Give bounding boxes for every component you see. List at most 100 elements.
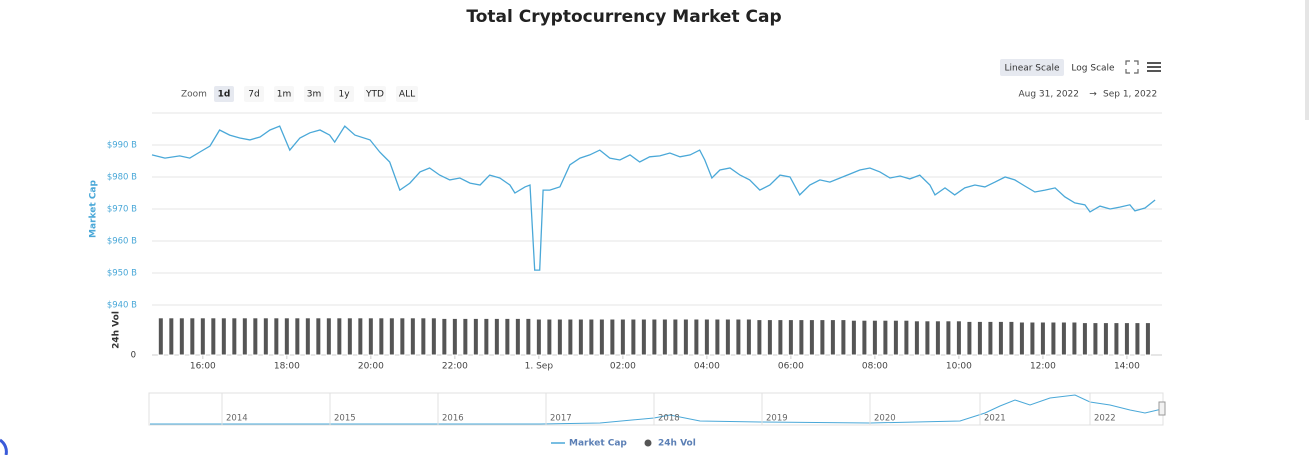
x-tick-label: 20:00 — [358, 362, 384, 372]
volume-bar — [819, 319, 826, 356]
volume-bar — [409, 317, 416, 356]
volume-bar — [325, 317, 332, 356]
toolbar: Zoom 1d 7d 1m 3m 1y YTD ALL Linear Scale Log Scal… — [181, 59, 1157, 102]
volume-bar — [493, 317, 500, 356]
menu-icon[interactable] — [1147, 62, 1161, 72]
navigator-label: 2017 — [550, 414, 572, 424]
volume-bar — [189, 317, 196, 356]
volume-bar — [756, 319, 763, 356]
volume-bar — [703, 318, 710, 356]
y-tick-label: $980 B — [107, 173, 137, 183]
button-label: ALL — [399, 90, 415, 100]
y2-axis-label: 24h Vol — [112, 311, 122, 349]
volume-bar — [997, 320, 1004, 356]
volume-bar — [672, 318, 679, 356]
scale-button[interactable]: Linear Scale — [1000, 59, 1064, 76]
zoom-button[interactable]: 1m — [274, 86, 294, 102]
volume-bar — [619, 318, 626, 356]
x-tick-label: 1. Sep — [525, 362, 554, 372]
navigator-label: 2014 — [226, 414, 248, 424]
volume-bar — [252, 317, 259, 356]
volume-bar — [231, 317, 238, 356]
chart-title: Total Cryptocurrency Market Cap — [466, 7, 781, 27]
volume-bar — [882, 319, 889, 356]
volume-bar — [829, 319, 836, 356]
zoom-button[interactable]: 1y — [334, 86, 354, 102]
volume-bar — [1144, 322, 1151, 356]
x-tick-label: 16:00 — [190, 362, 216, 372]
volume-bar — [766, 319, 773, 356]
volume-bar — [336, 317, 343, 356]
button-bg — [1000, 59, 1064, 76]
volume-bar — [798, 319, 805, 356]
navigator-handle[interactable] — [1158, 401, 1166, 416]
volume-bar — [987, 320, 994, 356]
range-from: Aug 31, 2022 — [1018, 90, 1079, 100]
volume-bar — [367, 317, 374, 356]
corner-icon — [0, 438, 8, 455]
volume-bar — [609, 318, 616, 356]
volume-bar — [199, 317, 206, 356]
volume-bar — [357, 317, 364, 356]
legend-item[interactable]: Market Cap — [551, 439, 627, 449]
volume-bar — [577, 318, 584, 356]
volume-bar — [651, 318, 658, 356]
volume-bar — [777, 319, 784, 356]
button-label: 1m — [277, 90, 292, 100]
zoom-button[interactable]: 3m — [304, 86, 324, 102]
volume-bar — [262, 317, 269, 356]
volume-bar — [378, 317, 385, 356]
volume-bar — [1060, 321, 1067, 356]
zoom-button[interactable]: ALL — [396, 86, 418, 102]
volume-bar — [304, 317, 311, 356]
volume-bar — [840, 319, 847, 356]
volume-bar — [934, 320, 941, 356]
button-bg — [396, 86, 418, 102]
x-tick-label: 06:00 — [778, 362, 804, 372]
navigator-label: 2022 — [1094, 414, 1116, 424]
button-bg — [334, 86, 354, 102]
zoom-button[interactable]: 1d — [214, 86, 234, 102]
volume-bar — [273, 317, 280, 356]
button-bg — [364, 86, 386, 102]
volume-bar — [178, 317, 185, 356]
volume-bar — [1123, 322, 1130, 356]
volume-bar — [808, 319, 815, 356]
volume-bar — [472, 317, 479, 356]
x-tick-label: 02:00 — [610, 362, 636, 372]
scrollbar[interactable] — [1305, 0, 1309, 120]
button-bg — [1067, 59, 1119, 76]
button-label: Linear Scale — [1004, 64, 1060, 74]
volume-bar — [514, 317, 521, 356]
volume-bar — [682, 318, 689, 356]
y-tick-label: $960 B — [107, 237, 137, 247]
volume-bar — [735, 318, 742, 356]
volume-bar — [640, 318, 647, 356]
navigator[interactable] — [148, 392, 1164, 426]
legend-item[interactable]: 24h Vol — [644, 439, 696, 449]
market-cap-line — [151, 125, 1156, 271]
x-tick-label: 18:00 — [274, 362, 300, 372]
volume-bar — [1134, 322, 1141, 356]
volume-bar — [724, 318, 731, 356]
volume-bar — [850, 319, 857, 356]
volume-bar — [315, 317, 322, 356]
volume-bar — [787, 319, 794, 356]
fullscreen-icon[interactable] — [1125, 60, 1139, 74]
navigator-label: 2019 — [766, 414, 788, 424]
volume-bar — [693, 318, 700, 356]
volume-bar — [966, 320, 973, 356]
zoom-button[interactable]: 7d — [244, 86, 264, 102]
button-label: Log Scale — [1071, 64, 1115, 74]
y-tick-label: $940 B — [107, 301, 137, 311]
zoom-button[interactable]: YTD — [364, 86, 386, 102]
scale-button[interactable]: Log Scale — [1067, 59, 1119, 76]
navigator-label: 2020 — [874, 414, 896, 424]
volume-bar — [861, 319, 868, 356]
volume-bar — [525, 317, 532, 356]
volume-bar — [294, 317, 301, 356]
y-tick-label: $950 B — [107, 269, 137, 279]
volume-bar — [546, 318, 553, 356]
volume-bar — [346, 317, 353, 356]
volume-bar — [441, 317, 448, 356]
